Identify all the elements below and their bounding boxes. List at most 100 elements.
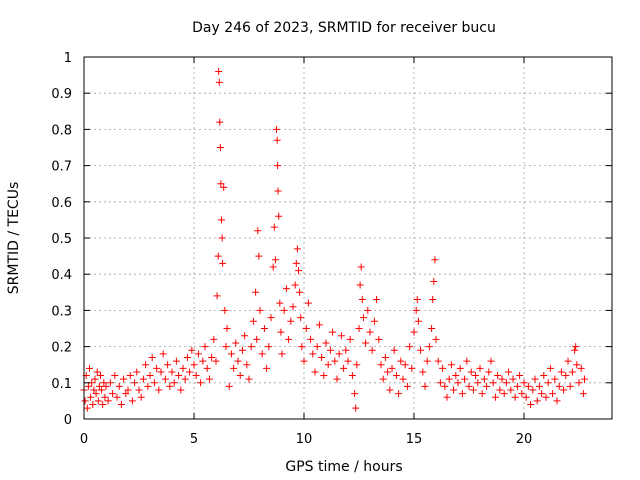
data-point	[544, 379, 552, 387]
data-point	[221, 306, 229, 314]
data-point	[91, 375, 99, 383]
data-point	[89, 401, 97, 409]
data-point	[500, 390, 508, 398]
data-point	[192, 372, 200, 380]
data-point	[406, 343, 414, 351]
data-point	[159, 350, 167, 358]
data-points	[80, 67, 588, 412]
data-point	[260, 325, 268, 332]
data-point	[83, 404, 91, 412]
data-point	[238, 346, 246, 354]
data-point	[542, 393, 550, 401]
data-point	[243, 361, 251, 369]
data-point	[254, 227, 262, 235]
data-point	[352, 404, 360, 412]
data-point	[509, 375, 517, 383]
data-point	[179, 364, 187, 372]
data-point	[203, 364, 211, 372]
data-point	[496, 386, 504, 394]
data-point	[430, 277, 438, 285]
data-point	[150, 379, 158, 387]
data-point	[210, 335, 218, 343]
data-point	[212, 357, 220, 365]
data-point	[276, 299, 284, 307]
data-point	[465, 382, 473, 390]
data-point	[280, 306, 288, 314]
data-point	[87, 393, 95, 401]
data-point	[93, 368, 101, 376]
data-point	[215, 67, 223, 75]
data-point	[564, 357, 572, 365]
data-point	[472, 372, 480, 380]
data-point	[102, 382, 110, 390]
data-point	[443, 393, 451, 401]
data-point	[516, 372, 524, 380]
data-point	[408, 364, 416, 372]
data-point	[300, 357, 308, 365]
data-point	[137, 393, 145, 401]
data-point	[142, 361, 150, 369]
y-tick-label: 0.4	[51, 268, 72, 283]
data-point	[216, 144, 224, 151]
data-point	[357, 263, 365, 271]
data-point	[216, 118, 224, 126]
y-tick-label: 0.3	[51, 304, 72, 319]
data-point	[342, 346, 350, 354]
y-tick-label: 0.5	[51, 232, 72, 247]
data-point	[551, 375, 559, 383]
data-point	[311, 368, 319, 376]
data-point	[175, 372, 183, 380]
data-point	[377, 361, 385, 369]
data-point	[359, 314, 367, 322]
data-point	[236, 372, 244, 380]
data-point	[245, 375, 253, 383]
data-point	[463, 357, 471, 365]
data-point	[436, 379, 444, 387]
data-point	[84, 382, 92, 390]
y-tick-label: 1	[64, 51, 72, 66]
data-point	[287, 317, 295, 325]
data-point	[423, 357, 431, 365]
data-point	[395, 390, 403, 398]
data-point	[297, 314, 305, 322]
data-point	[291, 281, 299, 289]
data-point	[313, 343, 321, 351]
data-point	[434, 357, 442, 365]
data-point	[315, 321, 323, 329]
data-point	[234, 357, 242, 365]
data-point	[410, 328, 418, 336]
data-point	[225, 382, 233, 390]
data-point	[461, 375, 469, 383]
data-point	[399, 375, 407, 383]
data-point	[258, 350, 266, 358]
data-point	[166, 382, 174, 390]
data-point	[220, 183, 228, 191]
data-point	[392, 372, 400, 380]
data-point	[164, 361, 172, 369]
data-point	[562, 372, 570, 380]
data-point	[351, 390, 359, 398]
x-axis-label: GPS time / hours	[285, 459, 402, 475]
data-point	[267, 314, 275, 322]
data-point	[388, 364, 396, 372]
data-point	[214, 252, 222, 260]
data-point	[322, 339, 330, 347]
data-point	[384, 368, 392, 376]
data-point	[101, 393, 109, 401]
data-point	[109, 390, 117, 398]
data-point	[425, 343, 433, 351]
data-point	[419, 368, 427, 376]
data-point	[230, 364, 238, 372]
data-point	[370, 317, 378, 325]
data-point	[296, 288, 304, 296]
data-point	[403, 382, 411, 390]
y-tick-label: 0.9	[51, 87, 72, 102]
data-point	[320, 372, 328, 380]
data-point	[205, 375, 213, 383]
data-point	[265, 343, 273, 351]
data-point	[414, 317, 422, 325]
data-point	[417, 346, 425, 354]
data-point	[432, 335, 440, 343]
data-point	[452, 372, 460, 380]
